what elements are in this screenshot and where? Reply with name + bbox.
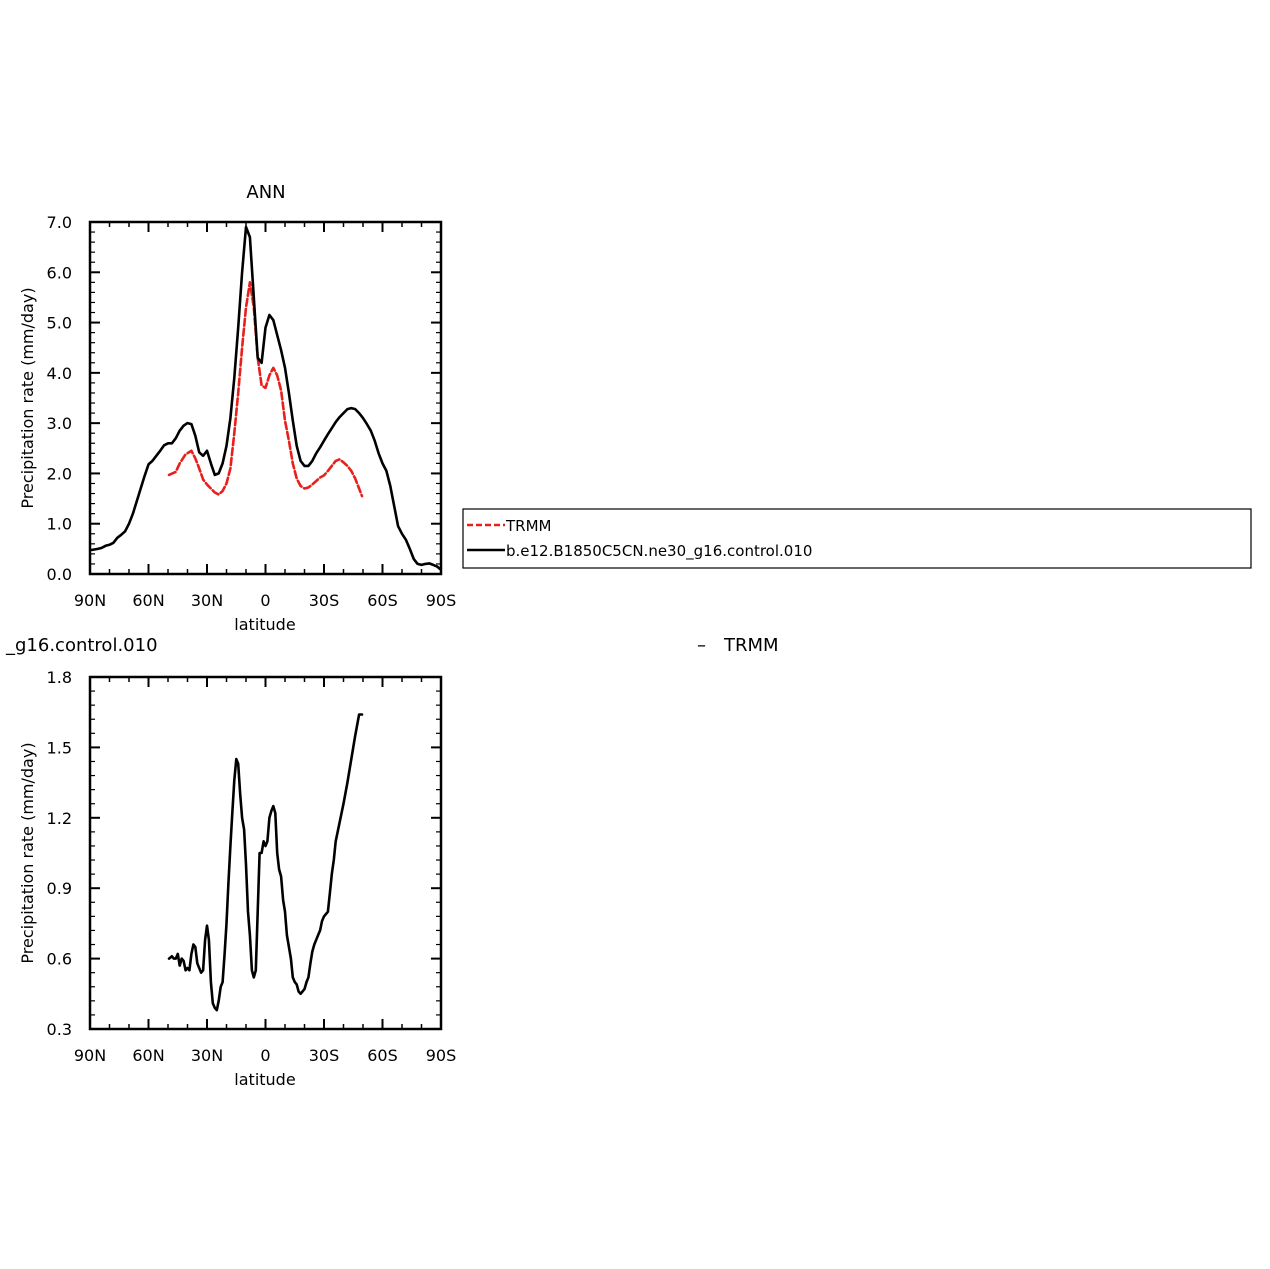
legend: TRMM b.e12.B1850C5CN.ne30_g16.control.01… [462, 508, 1252, 569]
chart-title: ANN [246, 182, 285, 203]
x-tick-label: 0 [260, 1046, 270, 1065]
x-tick-label: 30S [309, 591, 340, 610]
y-tick-label: 5.0 [47, 314, 72, 333]
x-tick-label: 30S [309, 1046, 340, 1065]
chart-title-right: TRMM [723, 635, 779, 656]
x-tick-labels: 90N 60N 30N 0 30S 60S 90S [74, 591, 456, 610]
x-tick-label: 0 [260, 591, 270, 610]
series-lines [167, 713, 364, 1012]
bottom-chart: _g16.control.010 – TRMM 90N 60N 30N 0 30S 60S… [5, 635, 779, 1089]
y-tick-label: 4.0 [47, 364, 72, 383]
x-tick-label: 90N [74, 1046, 106, 1065]
series-lines [90, 225, 442, 571]
legend-label-model: b.e12.B1850C5CN.ne30_g16.control.010 [506, 542, 812, 561]
plot-frame [88, 675, 443, 1031]
y-tick-label: 6.0 [47, 263, 72, 282]
y-tick-label: 1.2 [47, 809, 72, 828]
y-tick-label: 0.6 [47, 950, 72, 969]
axis-ticks [89, 221, 442, 575]
y-tick-label: 1.0 [47, 515, 72, 534]
x-tick-label: 60N [132, 591, 164, 610]
chart-title-dash: – [697, 635, 706, 656]
x-axis-label: latitude [234, 1070, 295, 1089]
y-tick-label: 1.5 [47, 738, 72, 757]
y-tick-label: 3.0 [47, 414, 72, 433]
y-axis-label: Precipitation rate (mm/day) [18, 742, 37, 963]
legend-box [462, 508, 1252, 569]
y-tick-labels: 0.0 1.0 2.0 3.0 4.0 5.0 6.0 7.0 [47, 213, 72, 584]
y-tick-label: 7.0 [47, 213, 72, 232]
series-line-b-e12-b1850c5cn-ne30-g16-control-010 [90, 225, 442, 571]
x-tick-label: 90S [426, 591, 457, 610]
x-tick-label: 60S [367, 1046, 398, 1065]
x-tick-label: 90N [74, 591, 106, 610]
series-line-trmm [167, 280, 364, 498]
chart-title-left: _g16.control.010 [5, 635, 158, 656]
x-tick-label: 60N [132, 1046, 164, 1065]
axis-ticks [89, 676, 442, 1030]
legend-label-trmm: TRMM [505, 517, 551, 535]
y-tick-label: 0.0 [47, 565, 72, 584]
y-tick-label: 0.9 [47, 879, 72, 898]
y-tick-labels: 0.3 0.6 0.9 1.2 1.5 1.8 [47, 668, 72, 1039]
y-tick-label: 0.3 [47, 1020, 72, 1039]
x-tick-label: 60S [367, 591, 398, 610]
series-line [167, 713, 364, 1012]
x-tick-labels: 90N 60N 30N 0 30S 60S 90S [74, 1046, 456, 1065]
top-chart: ANN 90N 60N 30N 0 30S 60S 90S 0.0 1.0 2.0 3.0 4.0 5… [18, 182, 456, 634]
plot-frame [88, 220, 443, 576]
y-tick-label: 1.8 [47, 668, 72, 687]
y-axis-label: Precipitation rate (mm/day) [18, 287, 37, 508]
x-tick-label: 30N [191, 591, 223, 610]
x-tick-label: 30N [191, 1046, 223, 1065]
x-tick-label: 90S [426, 1046, 457, 1065]
x-axis-label: latitude [234, 615, 295, 634]
y-tick-label: 2.0 [47, 464, 72, 483]
